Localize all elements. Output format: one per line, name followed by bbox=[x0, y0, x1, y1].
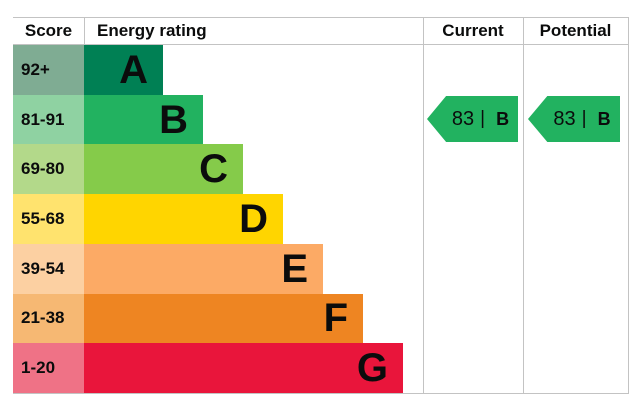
rating-separator-icon: | bbox=[581, 108, 587, 129]
table-right-border bbox=[628, 17, 629, 394]
current-rating-arrow: 83 | B bbox=[427, 96, 518, 142]
potential-rating-letter: B bbox=[597, 108, 611, 129]
band-bar-e: E bbox=[84, 243, 323, 294]
band-bar-g: G bbox=[84, 343, 403, 394]
score-header: Score bbox=[24, 21, 73, 40]
band-row-b: 81-91 B bbox=[13, 94, 629, 145]
table-bottom-border bbox=[13, 393, 629, 394]
potential-header: Potential bbox=[539, 21, 612, 40]
band-letter-a: A bbox=[119, 47, 148, 92]
band-letter-b: B bbox=[159, 97, 188, 142]
band-score-range-b: 81-91 bbox=[13, 94, 84, 145]
band-letter-d: D bbox=[239, 197, 268, 242]
band-bar-c: C bbox=[84, 144, 243, 195]
band-row-a: 92+ A bbox=[13, 45, 629, 95]
band-row-e: 39-54 E bbox=[13, 243, 629, 294]
band-score-range-g: 1-20 bbox=[13, 343, 84, 394]
band-row-g: 1-20 G bbox=[13, 343, 629, 394]
band-score-range-e: 39-54 bbox=[13, 243, 84, 294]
band-letter-g: G bbox=[356, 346, 388, 391]
band-row-d: 55-68 D bbox=[13, 194, 629, 244]
rating-separator-icon: | bbox=[480, 108, 486, 129]
band-row-c: 69-80 C bbox=[13, 144, 629, 195]
current-rating-value: 83 bbox=[451, 107, 475, 130]
energy-rating-header: Energy rating bbox=[97, 21, 207, 40]
current-header: Current bbox=[442, 21, 504, 40]
band-score-range-d: 55-68 bbox=[13, 194, 84, 244]
score-column-divider bbox=[84, 17, 85, 44]
header-bottom-border bbox=[13, 44, 629, 45]
potential-rating-arrow: 83 | B bbox=[528, 96, 620, 142]
band-bar-f: F bbox=[84, 293, 363, 344]
band-bar-d: D bbox=[84, 194, 283, 244]
current-column-divider bbox=[423, 17, 424, 394]
table-top-border bbox=[13, 17, 629, 18]
band-letter-e: E bbox=[281, 246, 308, 291]
band-letter-c: C bbox=[199, 147, 228, 192]
band-bar-b: B bbox=[84, 94, 203, 145]
band-row-f: 21-38 F bbox=[13, 293, 629, 344]
band-letter-f: F bbox=[323, 296, 348, 341]
potential-column-divider bbox=[523, 17, 524, 394]
band-bar-a: A bbox=[84, 45, 163, 95]
band-score-range-f: 21-38 bbox=[13, 293, 84, 344]
potential-rating-value: 83 bbox=[553, 107, 576, 130]
current-rating-letter: B bbox=[496, 108, 510, 129]
band-score-range-c: 69-80 bbox=[13, 144, 84, 195]
band-score-range-a: 92+ bbox=[13, 45, 84, 95]
band-rows: 92+ A 81-91 B 69-80 C 55-68 D bbox=[13, 45, 629, 394]
epc-table: Score Energy rating Current Potential 92… bbox=[13, 17, 629, 395]
